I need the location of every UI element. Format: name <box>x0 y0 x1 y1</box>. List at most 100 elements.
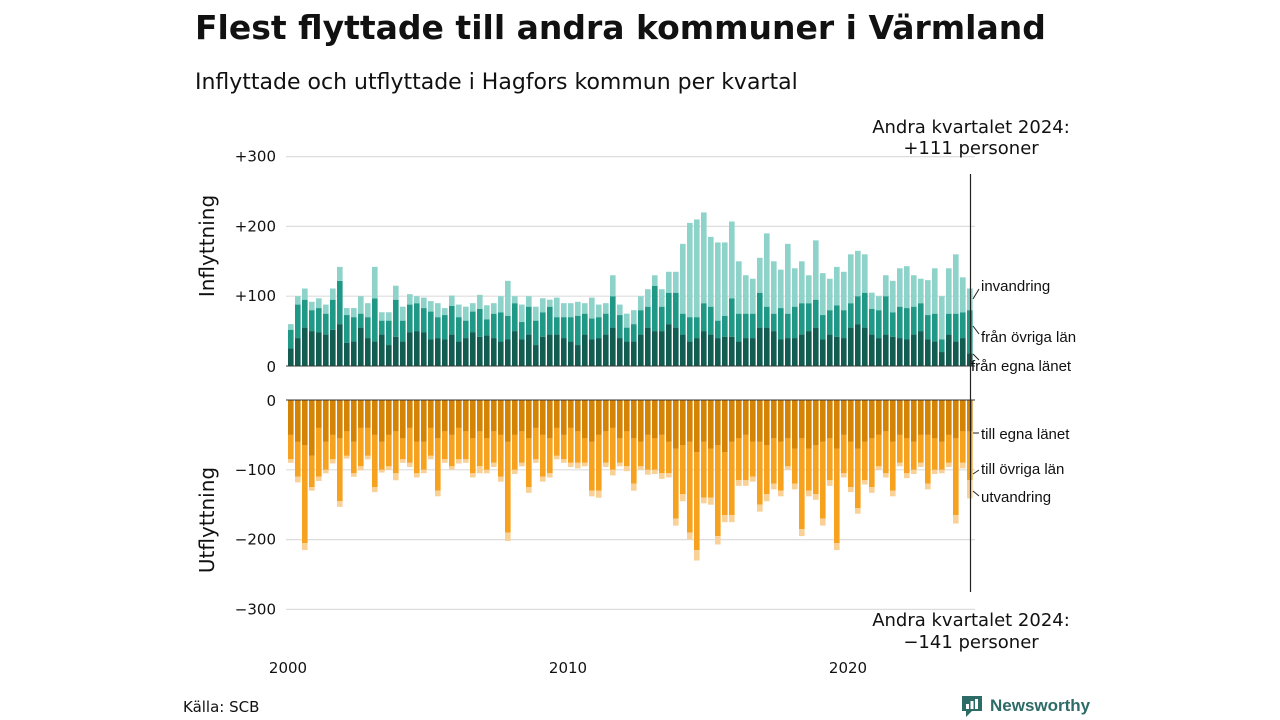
series-label-till-egna-lanet: till egna länet <box>981 426 1070 443</box>
bar-segment-in <box>610 327 616 366</box>
bar-segment-in <box>624 313 630 328</box>
bar-segment-in <box>778 339 784 366</box>
series-label-fran-ovriga-lan: från övriga län <box>981 329 1076 346</box>
bar-segment-out <box>939 400 945 442</box>
bar-segment-in <box>820 315 826 340</box>
bar-segment-in <box>463 338 469 366</box>
bar-segment-out <box>561 459 567 463</box>
bar-segment-out <box>778 441 784 491</box>
bar-segment-in <box>743 275 749 314</box>
bar-segment-out <box>456 459 462 464</box>
chart-subtitle: Inflyttade och utflyttade i Hagfors komm… <box>195 70 798 95</box>
bar-segment-out <box>547 473 553 478</box>
bar-segment-in <box>554 317 560 335</box>
annotation-top-line2: +111 personer <box>903 138 1039 159</box>
bar-segment-in <box>547 299 553 307</box>
bar-segment-in <box>834 305 840 337</box>
bar-segment-out <box>589 400 595 442</box>
bar-segment-in <box>883 275 889 297</box>
bar-segment-in <box>736 261 742 314</box>
bar-segment-out <box>806 490 812 497</box>
bar-segment-out <box>624 431 630 467</box>
bar-segment-in <box>778 308 784 340</box>
bar-segment-out <box>967 400 973 432</box>
bar-segment-in <box>911 334 917 366</box>
bar-segment-in <box>925 339 931 366</box>
bar-segment-out <box>967 480 973 499</box>
bar-segment-out <box>764 445 770 495</box>
migration-chart: +300 +200 +100 0 0 −100 −200 −300 2000 2010 2020 I… <box>195 117 1076 677</box>
bar-segment-in <box>876 310 882 339</box>
bar-segment-out <box>435 490 441 497</box>
y-tick-label: +100 <box>235 287 276 305</box>
bar-segment-out <box>624 466 630 472</box>
bar-segment-in <box>869 334 875 366</box>
bar-segment-out <box>519 462 525 467</box>
bar-segment-in <box>848 254 854 304</box>
bar-segment-out <box>463 459 469 463</box>
bar-segment-in <box>435 338 441 366</box>
bar-segment-in <box>610 296 616 328</box>
bar-segment-in <box>771 313 777 332</box>
bar-segment-out <box>302 400 308 446</box>
bar-segment-in <box>897 338 903 366</box>
bar-segment-out <box>337 501 343 507</box>
bar-segment-out <box>512 434 518 470</box>
bar-segment-in <box>610 275 616 297</box>
bar-segment-in <box>967 353 973 366</box>
bar-segment-in <box>407 304 413 333</box>
bar-segment-in <box>638 310 644 335</box>
series-label-utvandring: utvandring <box>981 489 1051 506</box>
bar-segment-in <box>645 306 651 328</box>
bar-segment-out <box>575 462 581 469</box>
bar-segment-in <box>582 313 588 335</box>
bar-segment-out <box>862 400 868 442</box>
bar-segment-out <box>925 434 931 484</box>
bar-segment-in <box>554 334 560 366</box>
bar-segment-in <box>806 303 812 332</box>
bar-segment-out <box>764 400 770 446</box>
bar-segment-in <box>421 332 427 366</box>
bar-segment-out <box>442 459 448 463</box>
bar-segment-out <box>855 448 861 509</box>
bar-segment-in <box>512 331 518 366</box>
bar-segment-out <box>897 434 903 463</box>
bar-segment-out <box>834 543 840 551</box>
bar-segment-in <box>687 222 693 318</box>
bar-segment-in <box>771 331 777 366</box>
bar-segment-in <box>855 250 861 297</box>
bar-segment-in <box>862 254 868 293</box>
bar-segment-out <box>617 438 623 463</box>
bar-segment-in <box>813 240 819 300</box>
bar-segment-in <box>778 269 784 309</box>
bar-segment-in <box>799 303 805 335</box>
bar-segment-in <box>568 303 574 318</box>
bar-segment-out <box>946 400 952 435</box>
bar-segment-out <box>449 466 455 470</box>
bar-segment-in <box>680 313 686 335</box>
bar-segment-out <box>750 400 756 442</box>
bar-segment-in <box>631 341 637 366</box>
bar-segment-in <box>484 335 490 366</box>
bar-segment-in <box>337 266 343 281</box>
bar-segment-out <box>890 400 896 442</box>
bar-segment-in <box>309 331 315 366</box>
bar-segment-in <box>512 303 518 332</box>
bar-segment-in <box>442 339 448 366</box>
bar-segment-out <box>561 434 567 460</box>
bar-segment-in <box>379 334 385 366</box>
bar-segment-in <box>708 306 714 335</box>
bar-segment-out <box>617 462 623 467</box>
bar-segment-in <box>659 306 665 332</box>
bar-segment-in <box>407 294 413 305</box>
bar-segment-in <box>904 308 910 340</box>
bar-segment-in <box>512 296 518 304</box>
bar-segment-out <box>323 469 329 474</box>
bar-segment-in <box>904 266 910 309</box>
bar-segment-in <box>344 342 350 366</box>
bar-segment-out <box>946 462 952 468</box>
bar-segment-out <box>421 400 427 442</box>
bar-segment-out <box>505 400 511 442</box>
bar-segment-out <box>743 400 749 435</box>
bar-segment-out <box>953 438 959 516</box>
